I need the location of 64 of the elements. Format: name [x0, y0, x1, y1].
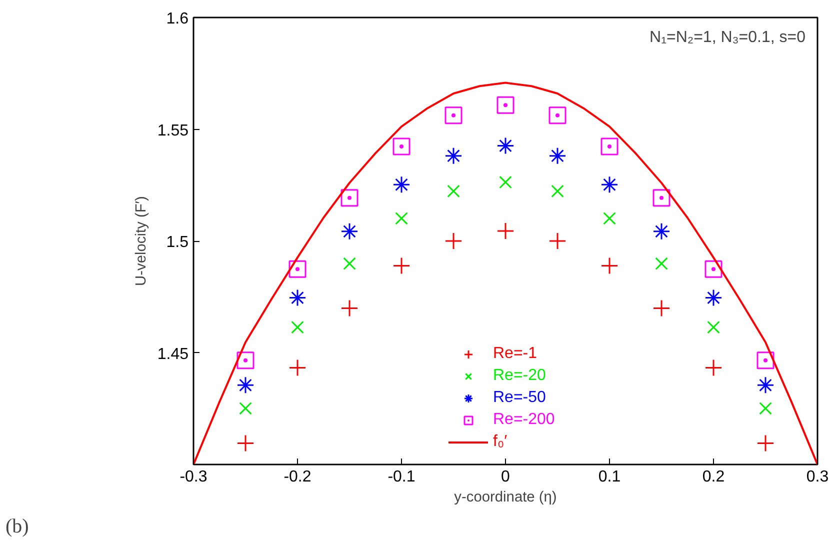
- point: [600, 257, 618, 275]
- x-tick-label: 0.3: [806, 468, 829, 486]
- point: [756, 376, 774, 394]
- point: [603, 212, 616, 225]
- point: [291, 320, 304, 334]
- legend-label: Re=-1: [493, 344, 538, 364]
- x-tick-label: 0.2: [702, 468, 725, 486]
- point: [340, 300, 358, 318]
- point: [600, 138, 618, 156]
- point: [236, 352, 254, 370]
- point: [499, 176, 512, 189]
- y-tick-label: 1.45: [157, 346, 189, 363]
- point: [236, 434, 254, 452]
- x-tick-label: 0: [501, 468, 510, 486]
- point: [395, 212, 408, 225]
- point: [236, 376, 254, 394]
- point: [444, 147, 462, 165]
- x-axis-title: y-coordinate (η): [454, 490, 557, 506]
- point: [707, 320, 720, 334]
- point: [548, 147, 566, 165]
- y-axis-title: U-velocity (F′): [133, 196, 150, 286]
- point: [548, 106, 566, 124]
- point: [288, 260, 306, 278]
- point: [444, 232, 462, 250]
- point: [551, 184, 564, 198]
- point: [759, 402, 772, 415]
- x-tick-label: -0.2: [284, 468, 312, 486]
- point: [496, 222, 514, 240]
- point: [392, 257, 410, 275]
- annotation: N₁=N₂=1, N₃=0.1, s=0: [650, 29, 806, 46]
- point: [340, 189, 358, 207]
- point: [548, 232, 566, 250]
- text: (b): [6, 516, 29, 538]
- point: [496, 96, 514, 114]
- x-tick-label: -0.1: [388, 468, 416, 486]
- point: [652, 222, 670, 240]
- y-tick-label: 1.6: [166, 10, 189, 28]
- legend-label: Re=-200: [493, 410, 555, 430]
- point: [288, 358, 306, 376]
- point: [392, 176, 410, 194]
- legend-label: Re=-20: [493, 366, 546, 386]
- x-tick-label: 0.1: [598, 468, 621, 486]
- point: [704, 358, 722, 376]
- y-tick-label: 1.5: [166, 234, 189, 251]
- point: [756, 434, 774, 452]
- point: [652, 300, 670, 318]
- point: [756, 352, 774, 370]
- y-tick-label: 1.55: [157, 122, 189, 140]
- legend-label: Re=-50: [493, 388, 546, 408]
- x-tick-label: -0.3: [180, 468, 208, 486]
- point: [652, 189, 670, 207]
- point: [704, 289, 722, 307]
- point: [392, 138, 410, 156]
- point: [655, 257, 668, 270]
- point: [343, 257, 356, 270]
- point: [600, 176, 618, 194]
- point: [444, 106, 462, 124]
- point: [496, 137, 514, 155]
- point: [447, 184, 460, 198]
- point: [239, 402, 252, 415]
- point: [288, 289, 306, 307]
- point: [704, 260, 722, 278]
- point: [340, 222, 358, 240]
- legend-label: f₀′: [493, 432, 508, 452]
